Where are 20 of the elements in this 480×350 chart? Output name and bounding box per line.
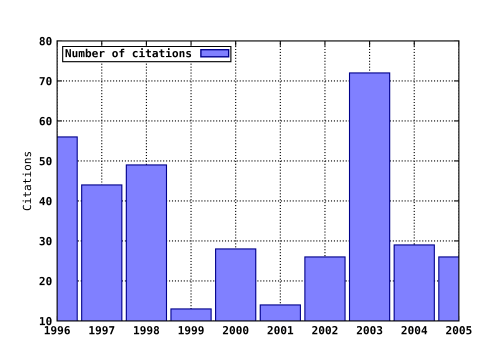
y-tick-label: 10 [40,316,52,326]
y-tick-label: 70 [40,76,52,86]
x-tick-label: 1999 [178,326,204,334]
y-axis-title: Citations [22,152,32,210]
x-tick-label: 2002 [312,326,338,334]
x-tick-label: 2001 [268,326,294,334]
x-tick-label: 2004 [401,326,428,334]
x-tick-label: 1996 [44,326,70,334]
y-tick-label: 80 [40,36,52,46]
x-tick-label: 2005 [446,326,472,334]
y-tick-label: 50 [40,156,52,166]
y-tick-label: 20 [40,276,52,286]
x-tick-label: 2003 [356,326,382,334]
x-tick-label: 1998 [134,326,160,334]
x-tick-label: 1997 [89,326,114,334]
y-tick-label: 40 [39,196,52,206]
x-tick-label: 2000 [222,326,248,334]
y-tick-label: 30 [40,236,52,246]
y-tick-label: 60 [40,116,52,126]
legend-label: Number of citations [66,48,192,58]
